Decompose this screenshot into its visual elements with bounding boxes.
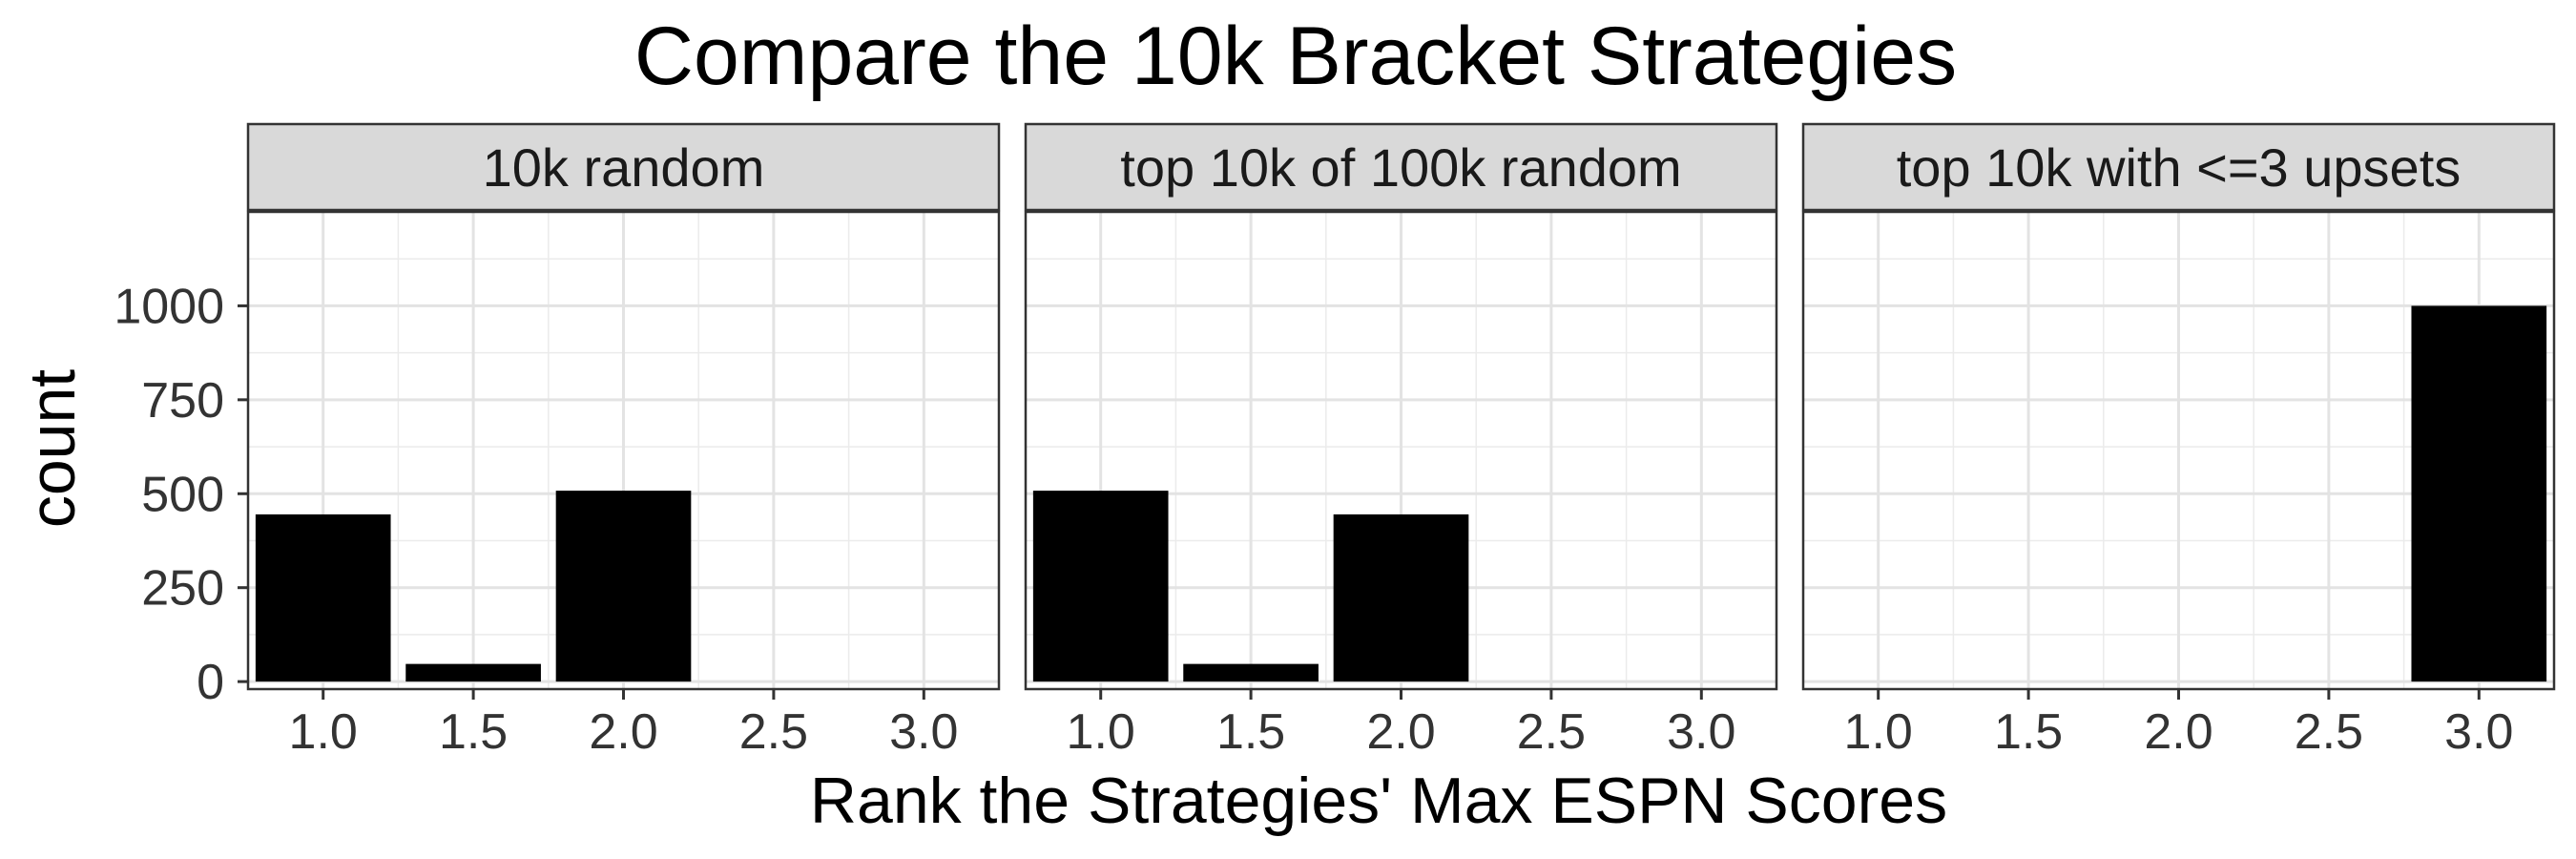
x-tick-label: 3.0 [889, 704, 958, 760]
bar [1032, 491, 1169, 682]
x-tick-label: 1.5 [439, 704, 508, 760]
facet-strip [1024, 122, 1778, 212]
bar [1183, 663, 1319, 682]
x-tick-label: 3.0 [2444, 704, 2513, 760]
facet-strip-label: top 10k with <=3 upsets [1897, 137, 2462, 198]
x-axis-title: Rank the Strategies' Max ESPN Scores [810, 765, 1947, 837]
x-tick-label: 1.5 [1994, 704, 2063, 760]
x-tick-label: 3.0 [1667, 704, 1735, 760]
facet-panel: top 10k with <=3 upsets 1.0 1.5 2.0 2.5 3.0 [1801, 122, 2556, 760]
x-tick-label: 2.0 [589, 704, 657, 760]
bar [405, 663, 541, 682]
bar [555, 491, 692, 682]
y-tick-label: 0 [197, 655, 224, 710]
y-axis: 0 250 500 750 1000 [114, 279, 248, 710]
y-tick-label: 750 [141, 373, 224, 429]
facet-strip-label: top 10k of 100k random [1120, 137, 1681, 198]
facet-panel: top 10k of 100k random 1.0 1.5 2.0 2.5 3.0 [1024, 122, 1778, 760]
x-tick-label: 1.0 [1067, 704, 1135, 760]
x-tick-label: 1.5 [1216, 704, 1285, 760]
y-tick-label: 1000 [114, 279, 224, 334]
x-tick-label: 2.0 [1366, 704, 1435, 760]
facet-strip [1801, 122, 2556, 212]
bar [1333, 513, 1469, 682]
bar [2411, 305, 2547, 682]
facet-strip [246, 122, 1001, 212]
chart-title: Compare the 10k Bracket Strategies [634, 10, 1957, 102]
x-tick-label: 1.0 [1844, 704, 1913, 760]
x-tick-label: 2.5 [2295, 704, 2363, 760]
y-tick-label: 500 [141, 467, 224, 522]
y-axis-title: count [16, 369, 89, 528]
x-tick-label: 2.5 [1517, 704, 1586, 760]
facet-panel: 10k random 1.0 1.5 2.0 2.5 3.0 [246, 122, 1001, 760]
bar [255, 513, 391, 682]
x-tick-label: 2.0 [2144, 704, 2212, 760]
facet-strip-label: 10k random [483, 137, 765, 198]
x-tick-label: 2.5 [739, 704, 808, 760]
y-tick-label: 250 [141, 561, 224, 617]
x-tick-label: 1.0 [289, 704, 358, 760]
